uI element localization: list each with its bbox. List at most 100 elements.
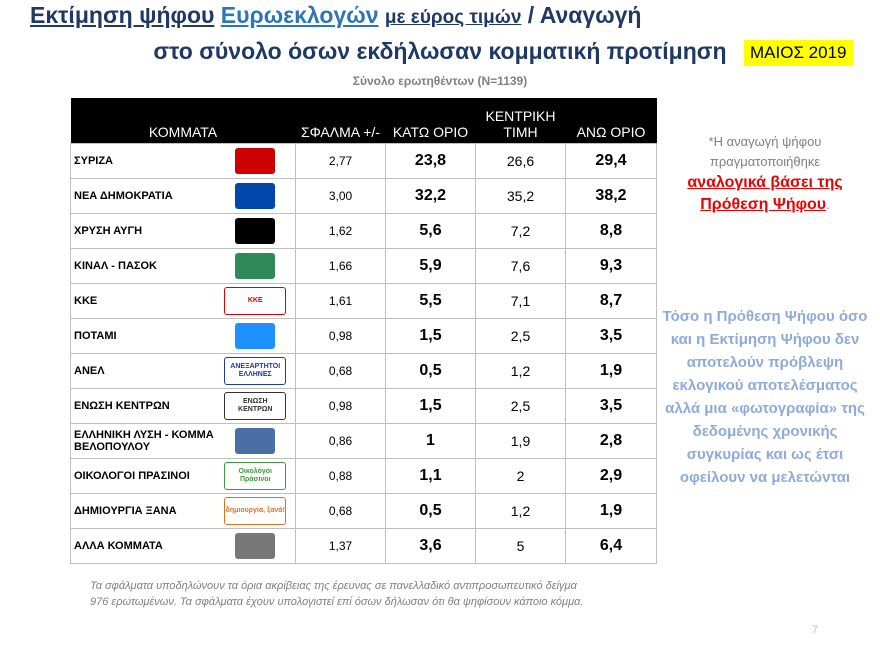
error-value: 1,62 [295, 213, 386, 249]
party-logo: ΚΚΕ [224, 287, 287, 315]
party-name: ΝΕΑ ΔΗΜΟΚΡΑΤΙΑ [70, 178, 216, 214]
upper-bound: 3,5 [565, 388, 657, 424]
party-logo [235, 148, 276, 174]
table-row: ΕΝΩΣΗ ΚΕΝΤΡΩΝ ΕΝΩΣΗ ΚΕΝΤΡΩΝ 0,98 1,5 2,5 3,5 [70, 388, 657, 424]
party-name: ΟΙΚΟΛΟΓΟΙ ΠΡΑΣΙΝΟΙ [70, 458, 216, 494]
note-text: . [826, 197, 830, 212]
error-value: 0,98 [295, 318, 386, 354]
table-row: ΧΡΥΣΗ ΑΥΓΗ 1,62 5,6 7,2 8,8 [70, 213, 657, 249]
logo-cell: δημιουργία, ξανά! [215, 493, 296, 529]
central-value: 7,2 [475, 213, 566, 249]
lower-bound: 0,5 [385, 493, 476, 529]
upper-bound: 29,4 [565, 143, 657, 179]
upper-bound: 38,2 [565, 178, 657, 214]
title-part: Εκτίμηση ψήφου [30, 2, 215, 28]
upper-bound: 2,8 [565, 423, 657, 459]
title-line1: Εκτίμηση ψήφου Ευρωεκλογών με εύρος τιμώ… [30, 2, 641, 29]
party-name: ΧΡΥΣΗ ΑΥΓΗ [70, 213, 216, 249]
central-value: 7,6 [475, 248, 566, 284]
party-logo: ΑΝΕΞΑΡΤΗΤΟΙ ΕΛΛΗΝΕΣ [224, 357, 287, 385]
central-value: 2,5 [475, 318, 566, 354]
date-badge: ΜΑΙΟΣ 2019 [744, 40, 853, 66]
central-value: 26,6 [475, 143, 566, 179]
lower-bound: 5,9 [385, 248, 476, 284]
table-row: ΝΕΑ ΔΗΜΟΚΡΑΤΙΑ 3,00 32,2 35,2 38,2 [70, 178, 657, 214]
central-value: 2 [475, 458, 566, 494]
logo-cell [215, 318, 296, 354]
table-row: ΑΝΕΛ ΑΝΕΞΑΡΤΗΤΟΙ ΕΛΛΗΝΕΣ 0,68 0,5 1,2 1,9 [70, 353, 657, 389]
central-value: 2,5 [475, 388, 566, 424]
party-logo: Οικολόγοι Πράσινοι [224, 462, 287, 490]
central-value: 5 [475, 528, 566, 564]
footnote-line: Τα σφάλματα υποδηλώνουν τα όρια ακρίβεια… [90, 580, 577, 592]
error-value: 0,88 [295, 458, 386, 494]
table-row: ΚΚΕ ΚΚΕ 1,61 5,5 7,1 8,7 [70, 283, 657, 319]
upper-bound: 9,3 [565, 248, 657, 284]
table-row: ΑΛΛΑ ΚΟΜΜΑΤΑ 1,37 3,6 5 6,4 [70, 528, 657, 564]
error-value: 0,68 [295, 353, 386, 389]
note-text: *Η αναγωγή ψήφου πραγματοποιήθηκε [708, 134, 822, 169]
table-row: ΟΙΚΟΛΟΓΟΙ ΠΡΑΣΙΝΟΙ Οικολόγοι Πράσινοι 0,88… [70, 458, 657, 494]
logo-cell [215, 248, 296, 284]
lower-bound: 1,1 [385, 458, 476, 494]
column-header: ΚΟΜΜΑΤΑ [70, 98, 296, 144]
central-value: 1,2 [475, 493, 566, 529]
column-header: ΚΕΝΤΡΙΚΗ ΤΙΜΗ [475, 98, 566, 144]
title-part: με εύρος τιμών [384, 7, 522, 28]
lower-bound: 5,6 [385, 213, 476, 249]
upper-bound: 8,7 [565, 283, 657, 319]
party-name: ΚΚΕ [70, 283, 216, 319]
central-value: 1,2 [475, 353, 566, 389]
error-value: 0,68 [295, 493, 386, 529]
logo-cell: ΚΚΕ [215, 283, 296, 319]
column-header: ΑΝΩ ΟΡΙΟ [565, 98, 657, 144]
lower-bound: 0,5 [385, 353, 476, 389]
logo-cell [215, 213, 296, 249]
logo-cell: Οικολόγοι Πράσινοι [215, 458, 296, 494]
error-value: 3,00 [295, 178, 386, 214]
table-row: ΕΛΛΗΝΙΚΗ ΛΥΣΗ - ΚΟΜΜΑ ΒΕΛΟΠΟΥΛΟΥ 0,86 1 1,9… [70, 423, 657, 459]
logo-cell [215, 423, 296, 459]
upper-bound: 6,4 [565, 528, 657, 564]
central-value: 1,9 [475, 423, 566, 459]
title-part: Ευρωεκλογών [220, 2, 379, 28]
footnote-line: 976 ερωτωμένων. Τα σφάλματα έχουν υπολογ… [90, 596, 584, 608]
header-row: ΚΟΜΜΑΤΑ ΣΦΑΛΜΑ +/- ΚΑΤΩ ΟΡΙΟ ΚΕΝΤΡΙΚΗ ΤΙΜΗ Α… [70, 98, 657, 144]
upper-bound: 3,5 [565, 318, 657, 354]
note-highlight: αναλογικά βάσει της Πρόθεση Ψήφου [687, 174, 843, 213]
party-name: ΣΥΡΙΖΑ [70, 143, 216, 179]
error-value: 1,37 [295, 528, 386, 564]
logo-cell [215, 528, 296, 564]
lower-bound: 1 [385, 423, 476, 459]
logo-cell [215, 143, 296, 179]
logo-cell: ΑΝΕΞΑΡΤΗΤΟΙ ΕΛΛΗΝΕΣ [215, 353, 296, 389]
logo-cell [215, 178, 296, 214]
subtitle: Σύνολο ερωτηθέντων (Ν=1139) [352, 74, 528, 88]
note1: *Η αναγωγή ψήφου πραγματοποιήθηκε αναλογι… [665, 132, 865, 216]
error-value: 2,77 [295, 143, 386, 179]
party-name: ΔΗΜΙΟΥΡΓΙΑ ΞΑΝΑ [70, 493, 216, 529]
error-value: 0,86 [295, 423, 386, 459]
lower-bound: 3,6 [385, 528, 476, 564]
table-row: ΣΥΡΙΖΑ 2,77 23,8 26,6 29,4 [70, 143, 657, 179]
upper-bound: 1,9 [565, 493, 657, 529]
column-header: ΣΦΑΛΜΑ +/- [295, 98, 386, 144]
column-header: ΚΑΤΩ ΟΡΙΟ [385, 98, 476, 144]
party-name: ΕΝΩΣΗ ΚΕΝΤΡΩΝ [70, 388, 216, 424]
lower-bound: 1,5 [385, 388, 476, 424]
party-logo: ΕΝΩΣΗ ΚΕΝΤΡΩΝ [224, 392, 287, 420]
lower-bound: 32,2 [385, 178, 476, 214]
central-value: 35,2 [475, 178, 566, 214]
party-name: ΑΛΛΑ ΚΟΜΜΑΤΑ [70, 528, 216, 564]
page-number: 7 [812, 624, 819, 636]
lower-bound: 1,5 [385, 318, 476, 354]
title-line2: στο σύνολο όσων εκδήλωσαν κομματική προτ… [153, 38, 727, 64]
party-logo [235, 323, 276, 349]
note2: Τόσο η Πρόθεση Ψήφου όσο και η Εκτίμηση … [662, 308, 868, 486]
party-name: ΕΛΛΗΝΙΚΗ ΛΥΣΗ - ΚΟΜΜΑ ΒΕΛΟΠΟΥΛΟΥ [70, 423, 216, 459]
lower-bound: 5,5 [385, 283, 476, 319]
party-logo [235, 183, 276, 209]
table-row: ΠΟΤΑΜΙ 0,98 1,5 2,5 3,5 [70, 318, 657, 354]
table-row: ΔΗΜΙΟΥΡΓΙΑ ΞΑΝΑ δημιουργία, ξανά! 0,68 0,5 1… [70, 493, 657, 529]
